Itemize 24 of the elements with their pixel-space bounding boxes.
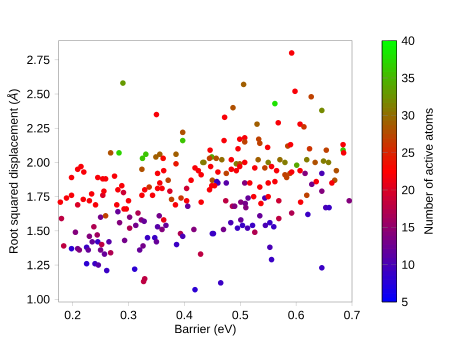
y-tick-label: 2.50 (27, 90, 50, 98)
y-tick-label: 1.25 (28, 260, 50, 270)
color-bar-title: Number of active atoms (424, 108, 433, 234)
x-tick-label: 0.2 (64, 310, 80, 320)
color-bar-label: 5 (402, 298, 408, 306)
y-tick-label: 2.75 (27, 56, 50, 64)
color-bar-label: 25 (402, 148, 414, 157)
color-bar-label: 40 (402, 36, 414, 45)
x-axis-title: Barrier (eV) (175, 324, 236, 336)
y-tick-label: 2.00 (27, 158, 50, 167)
color-bar-label: 20 (402, 186, 414, 194)
color-bar-label: 30 (402, 111, 414, 120)
x-tick-label: 0.4 (176, 310, 192, 320)
x-tick-label: 0.7 (344, 310, 360, 320)
color-bar-label: 10 (402, 260, 414, 269)
x-tick-label: 0.3 (120, 310, 136, 320)
x-tick-label: 0.6 (288, 310, 304, 320)
x-tick-label: 0.5 (232, 310, 248, 320)
y-tick-label: 1.50 (28, 226, 50, 236)
y-tick-label: 2.25 (27, 124, 50, 132)
y-tick-label: 1.75 (28, 192, 50, 201)
color-bar-label: 35 (402, 74, 414, 82)
y-tick-label: 1.00 (28, 295, 50, 304)
color-bar-label: 15 (402, 223, 414, 232)
